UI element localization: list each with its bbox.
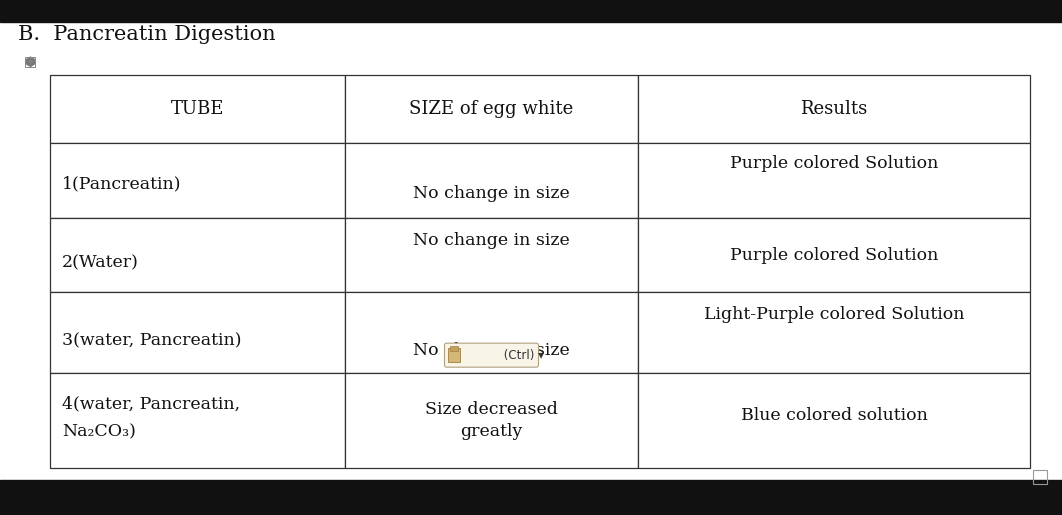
Bar xyxy=(50,75,345,143)
Text: Light-Purple colored Solution: Light-Purple colored Solution xyxy=(704,306,964,323)
Bar xyxy=(50,292,345,373)
Text: No change in size: No change in size xyxy=(413,185,570,202)
Bar xyxy=(638,218,1030,292)
Text: 1(Pancreatin): 1(Pancreatin) xyxy=(62,176,182,193)
Bar xyxy=(345,292,638,373)
Bar xyxy=(0,22,1062,480)
Text: Results: Results xyxy=(801,100,868,118)
Text: TUBE: TUBE xyxy=(171,100,224,118)
Bar xyxy=(50,373,345,468)
Text: SIZE of egg white: SIZE of egg white xyxy=(409,100,573,118)
Bar xyxy=(345,218,638,292)
Text: Size decreased: Size decreased xyxy=(425,401,558,418)
Bar xyxy=(449,346,458,351)
Text: 3(water, Pancreatin): 3(water, Pancreatin) xyxy=(62,332,241,349)
Bar xyxy=(50,218,345,292)
Text: greatly: greatly xyxy=(460,423,523,440)
Bar xyxy=(638,373,1030,468)
Bar xyxy=(1033,470,1047,484)
Bar xyxy=(345,75,638,143)
Text: +: + xyxy=(25,57,35,67)
Bar xyxy=(50,143,345,218)
Text: Purple colored Solution: Purple colored Solution xyxy=(730,247,938,264)
Bar xyxy=(638,292,1030,373)
Text: Blue colored solution: Blue colored solution xyxy=(740,407,927,424)
Text: Purple colored Solution: Purple colored Solution xyxy=(730,156,938,173)
Text: 2(Water): 2(Water) xyxy=(62,254,139,271)
Bar xyxy=(447,348,460,362)
Text: ⬢: ⬢ xyxy=(24,56,35,68)
Bar xyxy=(25,57,35,67)
Bar xyxy=(345,143,638,218)
Text: (Ctrl) ▾: (Ctrl) ▾ xyxy=(499,349,544,362)
Text: No change in size: No change in size xyxy=(413,232,570,249)
FancyBboxPatch shape xyxy=(445,343,538,367)
Bar xyxy=(0,0,1062,22)
Text: B.  Pancreatin Digestion: B. Pancreatin Digestion xyxy=(18,26,276,44)
Text: 4(water, Pancreatin,: 4(water, Pancreatin, xyxy=(62,395,240,412)
Bar xyxy=(638,75,1030,143)
Bar xyxy=(345,373,638,468)
Bar xyxy=(638,143,1030,218)
Text: No change in size: No change in size xyxy=(413,342,570,359)
Text: Na₂CO₃): Na₂CO₃) xyxy=(62,423,136,440)
Bar xyxy=(0,480,1062,515)
